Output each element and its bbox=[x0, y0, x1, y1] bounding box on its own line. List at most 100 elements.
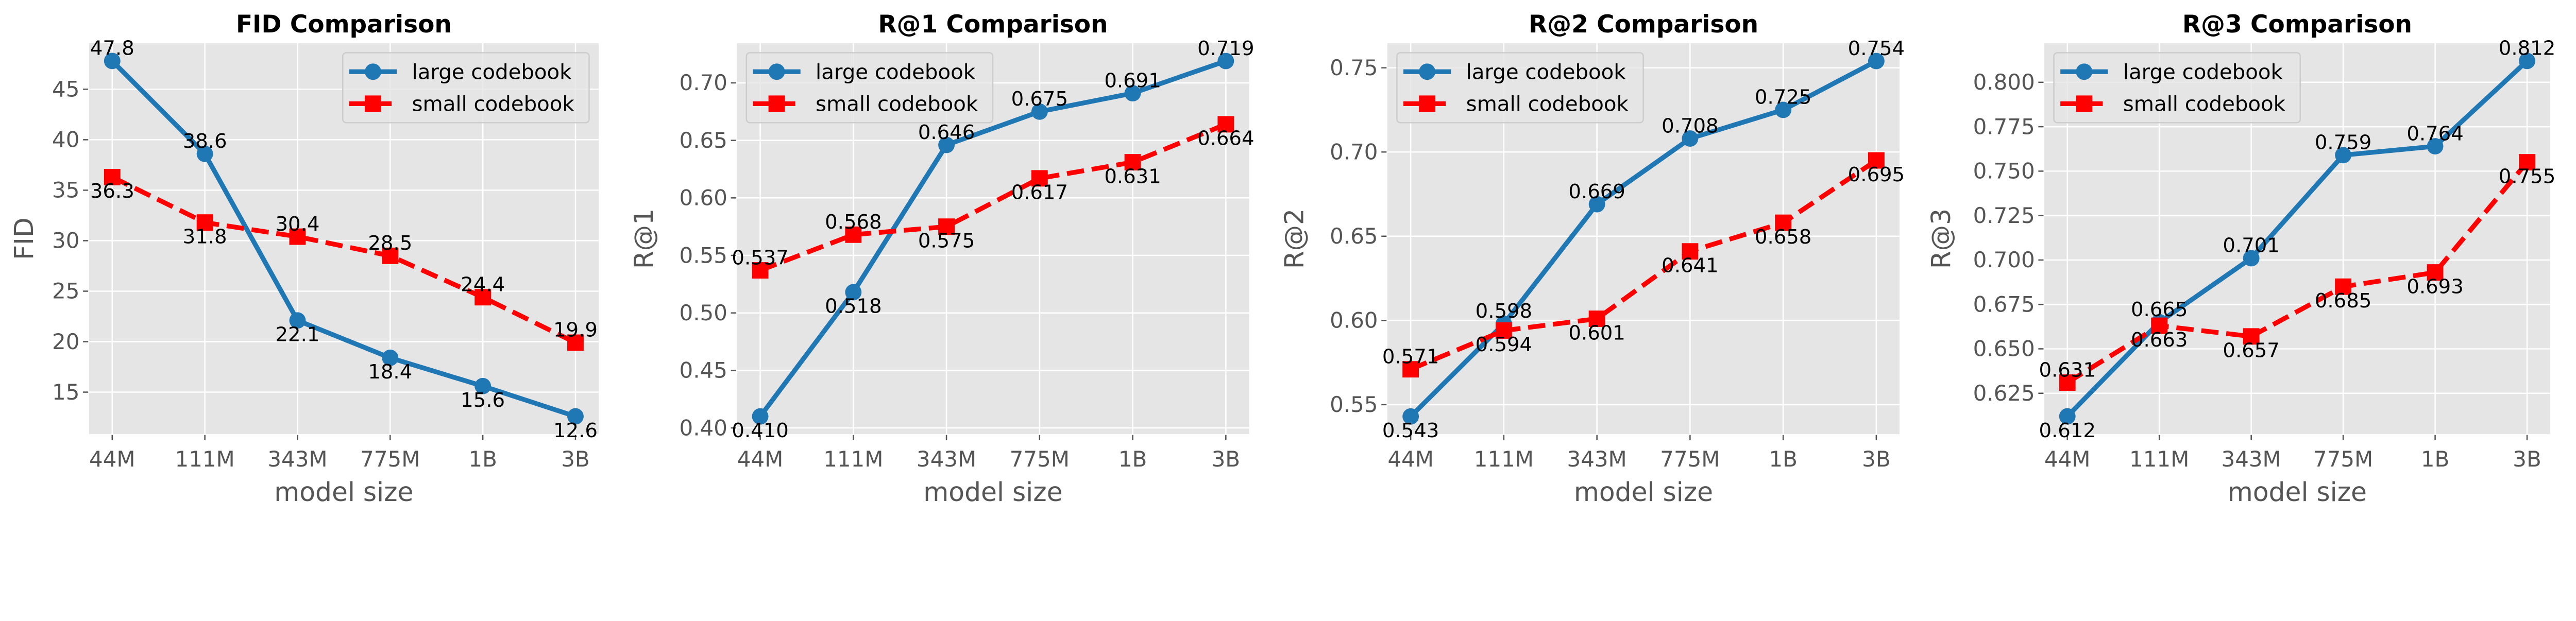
legend-square-marker bbox=[365, 95, 381, 112]
chart-panel-4: 0.625 0.650 0.675 0.700 0.725 0.750 0.775 0.800… bbox=[1926, 10, 2555, 507]
figure: 15 20 25 30 35 40 45 44M 111M 343M 775M 1B 3B FID Com… bbox=[9, 10, 2555, 507]
data-label: 0.537 bbox=[732, 246, 788, 269]
legend-label: large codebook bbox=[816, 61, 976, 84]
y-tick-label: 25 bbox=[52, 279, 79, 304]
y-tick-label: 0.725 bbox=[1973, 203, 2035, 228]
large-codebook-line bbox=[758, 59, 1227, 418]
x-tick-label: 343M bbox=[2222, 446, 2281, 472]
data-label: 18.4 bbox=[368, 360, 412, 384]
data-label: 0.617 bbox=[1011, 181, 1068, 204]
legend-box bbox=[342, 52, 590, 124]
legend-box bbox=[1396, 52, 1644, 124]
small-codebook-line bbox=[1410, 158, 1878, 372]
x-tick-label: 44M bbox=[1387, 446, 1434, 472]
y-tick-label: 0.700 bbox=[1973, 247, 2035, 272]
large-codebook-point bbox=[1682, 130, 1699, 147]
y-tick-label: 0.45 bbox=[680, 358, 727, 383]
y-tick-label: 0.800 bbox=[1973, 70, 2035, 95]
data-label: 0.658 bbox=[1755, 226, 1811, 249]
y-tick-label: 0.60 bbox=[680, 185, 727, 211]
large-codebook-point bbox=[2427, 138, 2444, 154]
large-codebook-point bbox=[1124, 85, 1141, 101]
small-codebook-point bbox=[938, 218, 955, 235]
small-codebook-point bbox=[2335, 278, 2352, 295]
x-tick-label: 775M bbox=[1010, 446, 1070, 472]
large-codebook-point bbox=[382, 349, 399, 366]
data-label: 0.812 bbox=[2499, 37, 2555, 60]
legend-label: large codebook bbox=[2123, 61, 2283, 84]
y-tick-label: 0.65 bbox=[1330, 223, 1378, 249]
data-label: 0.663 bbox=[2131, 329, 2188, 352]
small-codebook-point bbox=[1124, 154, 1141, 171]
chart-panel-3: 0.55 0.60 0.65 0.70 0.75 44M 111M 343M 775M 1B 3B R… bbox=[1279, 10, 1905, 507]
large-codebook-point bbox=[474, 377, 492, 394]
y-tick-label: 35 bbox=[52, 178, 79, 203]
y-tick-label: 0.40 bbox=[680, 415, 727, 440]
y-tick-label: 20 bbox=[52, 329, 79, 354]
legend-box bbox=[2053, 52, 2301, 124]
y-axis-label: R@1 bbox=[629, 209, 659, 269]
legend: large codebook small codebook bbox=[2053, 52, 2301, 124]
small-codebook-line bbox=[759, 122, 1227, 273]
small-codebook-point bbox=[2427, 264, 2444, 281]
y-tick-label: 15 bbox=[52, 380, 79, 405]
data-label: 0.543 bbox=[1382, 419, 1439, 442]
small-codebook-point bbox=[1682, 243, 1699, 260]
y-tick-label: 0.625 bbox=[1973, 381, 2035, 406]
x-tick-label: 44M bbox=[89, 446, 135, 472]
data-label: 0.691 bbox=[1104, 69, 1161, 92]
large-codebook-point bbox=[2335, 147, 2352, 164]
chart-panel-2: 0.40 0.45 0.50 0.55 0.60 0.65 0.70 44M 111M 343M 7… bbox=[629, 10, 1255, 507]
x-tick-label: 343M bbox=[1567, 446, 1627, 472]
small-codebook-point bbox=[567, 334, 584, 351]
legend-circle-marker bbox=[365, 63, 381, 80]
large-codebook-point bbox=[104, 53, 121, 70]
y-tick-label: 0.650 bbox=[1973, 336, 2035, 361]
chart-title: FID Comparison bbox=[236, 10, 452, 39]
large-codebook-point bbox=[196, 145, 213, 162]
small-codebook-point bbox=[1868, 152, 1885, 169]
small-codebook-point bbox=[1495, 322, 1512, 339]
x-tick-label: 44M bbox=[737, 446, 784, 472]
data-label: 0.641 bbox=[1662, 254, 1718, 277]
small-codebook-point bbox=[1402, 361, 1419, 378]
data-label: 0.708 bbox=[1662, 114, 1718, 137]
x-tick-label: 775M bbox=[1660, 446, 1720, 472]
y-axis-label: R@3 bbox=[1926, 209, 1956, 269]
legend-label: large codebook bbox=[1466, 61, 1626, 84]
data-label: 0.685 bbox=[2315, 289, 2371, 313]
x-tick-label: 3B bbox=[1212, 446, 1240, 472]
x-tick-label: 1B bbox=[2421, 446, 2449, 472]
x-tick-label: 111M bbox=[823, 446, 883, 472]
x-tick-label: 111M bbox=[1474, 446, 1534, 472]
x-axis-label: model size bbox=[1574, 477, 1713, 507]
large-codebook-point bbox=[845, 284, 862, 301]
large-codebook-point bbox=[567, 408, 584, 425]
data-label: 19.9 bbox=[553, 319, 598, 342]
data-label: 31.8 bbox=[183, 225, 227, 248]
x-tick-label: 775M bbox=[2313, 446, 2373, 472]
large-codebook-point bbox=[289, 312, 306, 329]
x-tick-label: 3B bbox=[561, 446, 589, 472]
x-tick-label: 1B bbox=[468, 446, 497, 472]
legend-square-marker bbox=[768, 95, 785, 112]
legend-label: small codebook bbox=[816, 93, 978, 116]
data-label: 0.719 bbox=[1197, 37, 1254, 60]
data-label: 24.4 bbox=[461, 273, 505, 296]
data-label: 15.6 bbox=[461, 389, 505, 412]
data-label: 0.518 bbox=[825, 295, 882, 318]
y-tick-label: 45 bbox=[52, 77, 79, 102]
y-tick-label: 30 bbox=[52, 228, 79, 253]
small-codebook-point bbox=[2059, 374, 2076, 391]
x-tick-label: 343M bbox=[267, 446, 327, 472]
x-axis-label: model size bbox=[923, 477, 1062, 507]
data-label: 0.759 bbox=[2315, 131, 2371, 154]
x-tick-label: 3B bbox=[1862, 446, 1890, 472]
data-label: 0.675 bbox=[1011, 88, 1068, 111]
y-tick-label: 0.55 bbox=[680, 243, 727, 268]
legend: large codebook small codebook bbox=[1396, 52, 1644, 124]
data-label: 0.693 bbox=[2406, 275, 2463, 298]
x-tick-label: 775M bbox=[360, 446, 420, 472]
data-label: 0.594 bbox=[1476, 333, 1532, 356]
data-label: 0.631 bbox=[1104, 165, 1161, 188]
